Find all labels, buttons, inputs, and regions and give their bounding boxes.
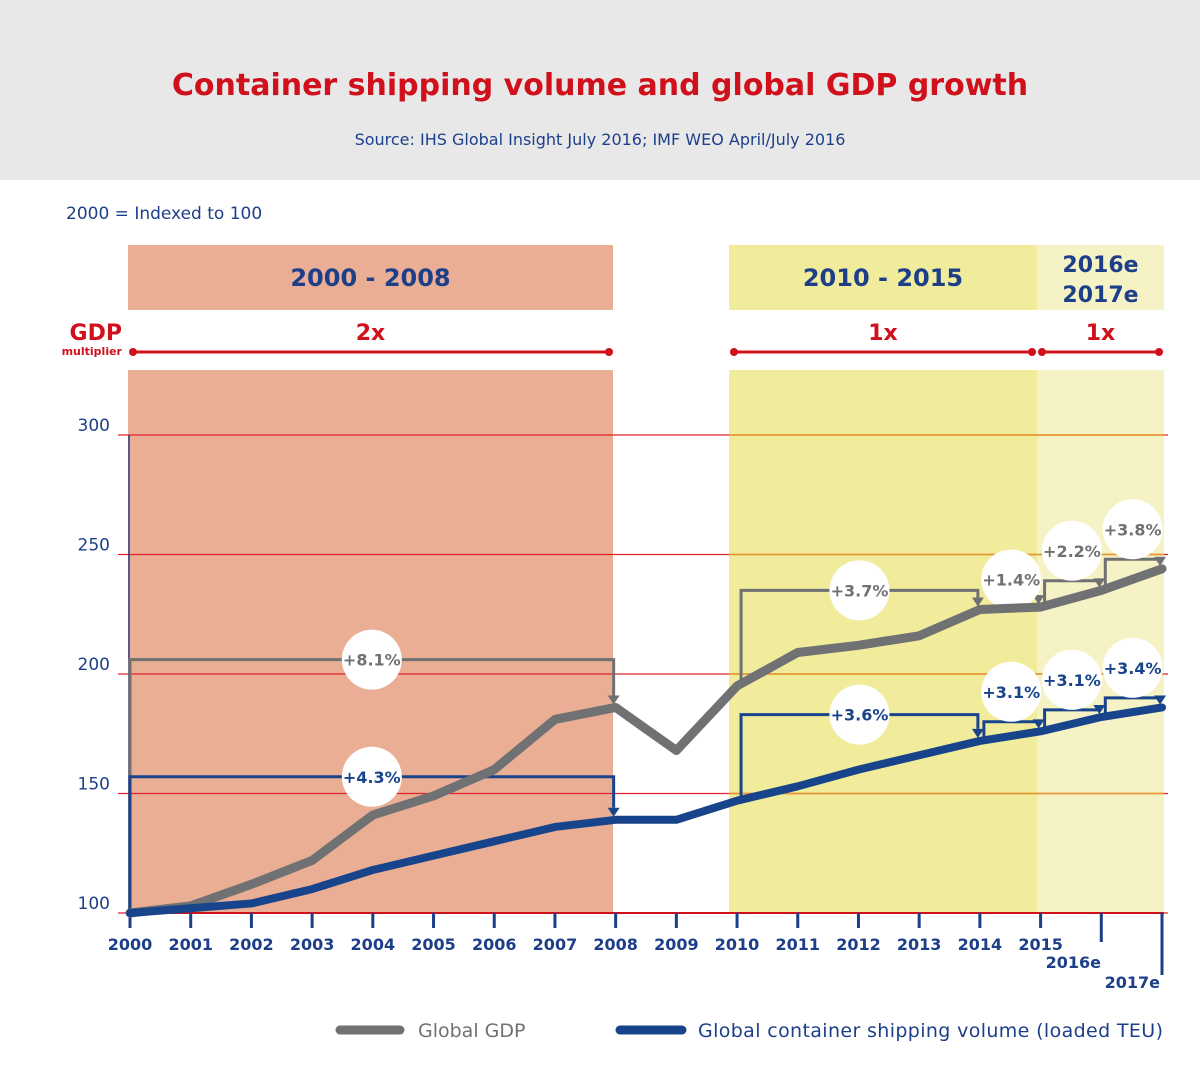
annotation-label: +3.1% xyxy=(982,683,1040,702)
period-header-box xyxy=(1037,245,1164,310)
annotation-bubble xyxy=(341,629,402,690)
x-tick-label: 2004 xyxy=(351,935,396,954)
multiplier-dot xyxy=(1028,348,1036,356)
series-line-gdp xyxy=(125,564,1167,918)
arrow-icon xyxy=(971,728,984,738)
arrow-icon xyxy=(1154,695,1166,705)
period-header-box xyxy=(729,245,1037,310)
arrow-icon xyxy=(607,695,620,705)
x-tick-label: 2007 xyxy=(533,935,578,954)
arrow-icon xyxy=(971,597,984,607)
x-tick-label: 2002 xyxy=(229,935,274,954)
y-tick-label: 150 xyxy=(78,775,110,795)
series-line-teu xyxy=(126,703,1166,917)
y-tick-label: 300 xyxy=(78,416,110,436)
annotation-bubble xyxy=(1102,637,1163,698)
arrow-icon xyxy=(1093,705,1106,715)
annotation-bubble xyxy=(341,746,402,807)
annotation-label: +3.1% xyxy=(1043,671,1101,690)
multiplier-value: 1x xyxy=(1086,321,1116,346)
multiplier-dot xyxy=(1155,348,1163,356)
multiplier-dot xyxy=(1038,348,1046,356)
legend-label-teu: Global container shipping volume (loaded… xyxy=(698,1020,1163,1042)
arrow-icon xyxy=(1093,578,1106,588)
annotation-label: +3.7% xyxy=(831,581,889,600)
x-tick-label: 2013 xyxy=(897,935,942,954)
header-band: Container shipping volume and global GDP… xyxy=(0,0,1200,180)
annotation-label: +2.2% xyxy=(1043,542,1101,561)
period-label: 2016e xyxy=(1062,253,1138,278)
multiplier-dot xyxy=(730,348,738,356)
multiplier-value: 1x xyxy=(868,321,898,346)
x-tick-label: 2008 xyxy=(593,935,638,954)
x-tick-label: 2011 xyxy=(775,935,820,954)
annotation-bubble xyxy=(981,549,1042,610)
index-note: 2000 = Indexed to 100 xyxy=(66,204,262,224)
x-tick-label: 2001 xyxy=(168,935,213,954)
annotation-bubble xyxy=(1041,649,1102,710)
arrow-icon xyxy=(1032,719,1045,729)
annotation-bubble xyxy=(829,560,890,621)
legend-label-gdp: Global GDP xyxy=(418,1020,525,1042)
x-tick-label: 2014 xyxy=(958,935,1003,954)
y-tick-label: 250 xyxy=(78,536,110,556)
arrow-icon xyxy=(1154,556,1166,566)
x-tick-label: 2000 xyxy=(108,935,153,954)
annotation-bubble xyxy=(1041,520,1102,581)
chart-source: Source: IHS Global Insight July 2016; IM… xyxy=(354,130,846,149)
multiplier-value: 2x xyxy=(356,321,386,346)
annotation-bubble xyxy=(1102,499,1163,560)
period-label: 2017e xyxy=(1062,283,1138,308)
x-tick-label: 2009 xyxy=(654,935,699,954)
annotation-label: +1.4% xyxy=(982,570,1040,589)
x-tick-label: 2017e xyxy=(1105,973,1161,992)
x-tick-label: 2003 xyxy=(290,935,335,954)
arrow-icon xyxy=(607,807,620,817)
y-tick-label: 100 xyxy=(78,894,110,914)
x-tick-label: 2010 xyxy=(715,935,760,954)
gdp-label: GDP xyxy=(70,321,122,346)
annotation-bubble xyxy=(829,684,890,745)
x-tick-label: 2012 xyxy=(836,935,881,954)
x-tick-label: 2005 xyxy=(411,935,456,954)
arrow-icon xyxy=(1032,595,1045,605)
period-label: 2000 - 2008 xyxy=(290,264,450,292)
x-tick-label: 2006 xyxy=(472,935,517,954)
y-tick-label: 200 xyxy=(78,655,110,675)
multiplier-dot xyxy=(605,348,613,356)
chart-title: Container shipping volume and global GDP… xyxy=(171,68,1029,103)
annotation-label: +8.1% xyxy=(343,651,401,670)
x-tick-label: 2016e xyxy=(1046,953,1102,972)
period-label: 2010 - 2015 xyxy=(803,264,963,292)
annotation-label: +3.4% xyxy=(1104,659,1162,678)
annotation-label: +3.8% xyxy=(1104,520,1162,539)
annotation-label: +4.3% xyxy=(343,768,401,787)
annotation-bubble xyxy=(981,661,1042,722)
multiplier-sublabel: multiplier xyxy=(62,345,123,358)
annotation-label: +3.6% xyxy=(831,706,889,725)
multiplier-dot xyxy=(129,348,137,356)
x-tick-label: 2015 xyxy=(1018,935,1063,954)
period-header-box xyxy=(128,245,613,310)
